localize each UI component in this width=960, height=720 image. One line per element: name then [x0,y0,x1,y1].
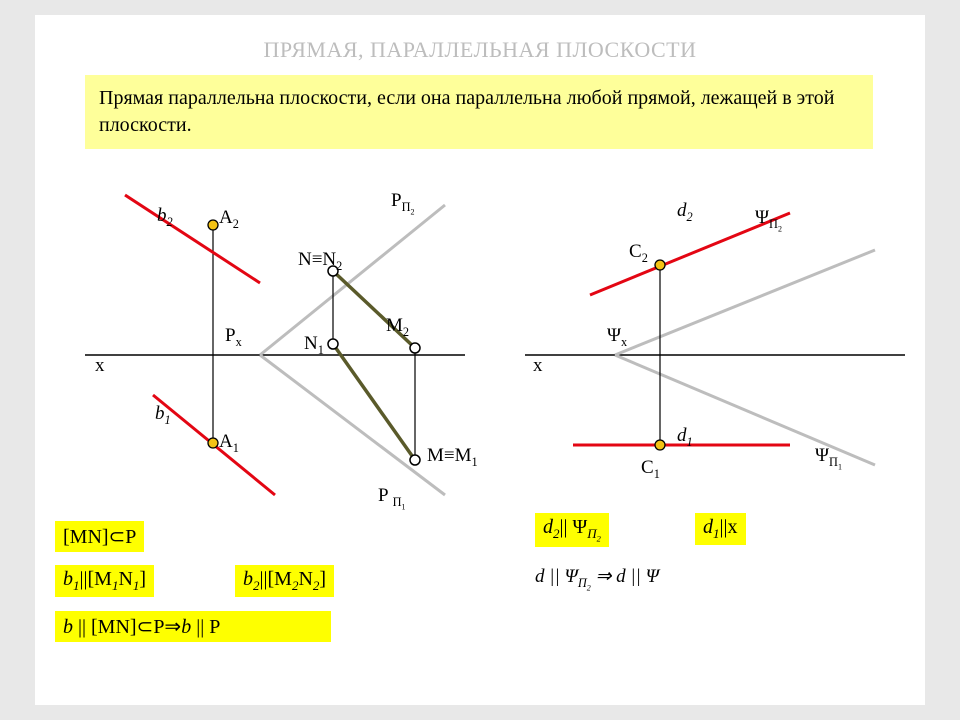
label-Pp2: PП2 [391,190,415,216]
label-PsiP2: ΨП2 [755,207,782,233]
label-x-right: x [533,355,543,377]
eq-MN-in-P: [MN]⊂P [55,521,144,552]
eq-d2-PsiP2: d2|| ΨП2 [535,513,609,547]
label-x-left: x [95,355,105,377]
label-C1: C1 [641,457,660,482]
label-A1: A1 [219,431,239,456]
label-M2: M2 [386,315,409,340]
label-d1: d1 [677,425,693,450]
label-PsiP1: ΨП1 [815,445,842,471]
label-d2: d2 [677,200,693,225]
label-A2: A2 [219,207,239,232]
label-Psix: Ψx [607,325,627,350]
label-MM1: M≡M1 [427,445,478,470]
page-title: ПРЯМАЯ, ПАРАЛЛЕЛЬНАЯ ПЛОСКОСТИ [35,37,925,63]
label-NN2: N≡N2 [298,249,342,274]
eq-b-par-P: b || [MN]⊂P⇒b || P [55,611,331,642]
label-b2: b2 [157,205,173,230]
definition-box: Прямая параллельна плоскости, если она п… [85,75,873,149]
eq-d-par-Psi: d || ΨП2 ⇒ d || Ψ [535,565,659,592]
eq-d1-x: d1||x [695,513,746,545]
label-Px: Px [225,325,242,350]
label-C2: C2 [629,241,648,266]
right-diagram [505,165,925,505]
label-b1: b1 [155,403,171,428]
label-Pp1: P П1 [378,485,406,511]
eq-b1-M1N1: b1||[M1N1] [55,565,154,597]
label-N1: N1 [304,333,324,358]
eq-b2-M2N2: b2||[M2N2] [235,565,334,597]
left-diagram [65,165,485,505]
page: ПРЯМАЯ, ПАРАЛЛЕЛЬНАЯ ПЛОСКОСТИ Прямая па… [35,15,925,705]
